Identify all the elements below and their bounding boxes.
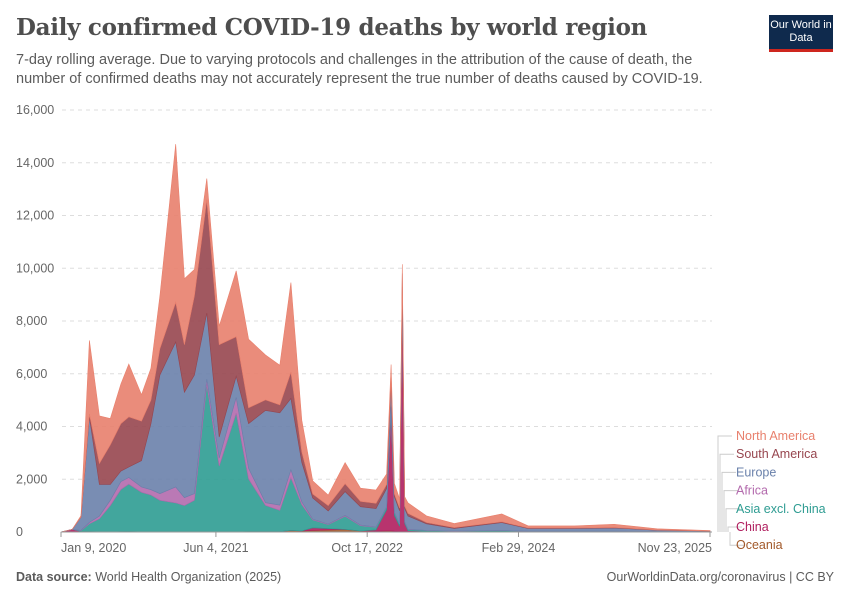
- data-source-label: Data source:: [16, 570, 92, 584]
- y-tick-label: 16,000: [16, 103, 54, 117]
- x-tick-label: Oct 17, 2022: [331, 541, 403, 555]
- y-tick-label: 10,000: [16, 261, 54, 275]
- legend-africa[interactable]: Africa: [736, 484, 768, 498]
- y-tick-label: 12,000: [16, 209, 54, 223]
- y-tick-label: 8,000: [16, 314, 47, 328]
- legend-connector: [723, 490, 738, 532]
- legend-north-america[interactable]: North America: [736, 429, 815, 443]
- legend-connector: [729, 532, 744, 546]
- legend-europe[interactable]: Europe: [736, 465, 776, 479]
- data-source: Data source: World Health Organization (…: [16, 570, 281, 584]
- y-tick-label: 2,000: [16, 472, 47, 486]
- y-tick-label: 14,000: [16, 156, 54, 170]
- owid-logo[interactable]: Our World in Data: [769, 15, 833, 52]
- footer-link[interactable]: OurWorldinData.org/coronavirus | CC BY: [606, 570, 834, 584]
- y-tick-label: 6,000: [16, 367, 47, 381]
- legend-connector: [727, 526, 742, 532]
- y-tick-label: 4,000: [16, 420, 47, 434]
- x-tick-label: Jan 9, 2020: [61, 541, 126, 555]
- legend-asia-excl-china[interactable]: Asia excl. China: [736, 502, 826, 516]
- legend-connector: [719, 453, 734, 532]
- x-tick-label: Nov 23, 2025: [638, 541, 712, 555]
- legend-connector: [717, 435, 732, 532]
- x-tick-label: Jun 4, 2021: [183, 541, 248, 555]
- legend-connector: [721, 471, 736, 532]
- x-tick-label: Feb 29, 2024: [482, 541, 556, 555]
- chart-title: Daily confirmed COVID-19 deaths by world…: [16, 14, 648, 41]
- chart-subtitle: 7-day rolling average. Due to varying pr…: [16, 52, 703, 87]
- area-north-america[interactable]: [60, 144, 711, 533]
- legend-oceania[interactable]: Oceania: [736, 538, 783, 552]
- legend-connector: [725, 508, 740, 532]
- legend-china[interactable]: China: [736, 520, 769, 534]
- y-tick-label: 0: [16, 525, 23, 539]
- data-source-value[interactable]: World Health Organization (2025): [95, 570, 282, 584]
- legend-south-america[interactable]: South America: [736, 447, 817, 461]
